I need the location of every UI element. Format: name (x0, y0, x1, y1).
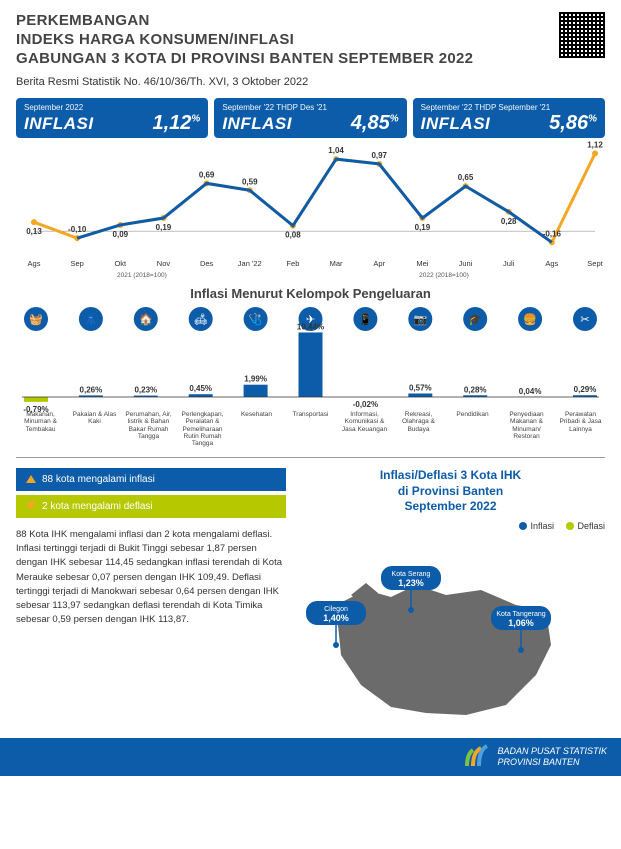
tag-deflasi: 2 kota mengalami deflasi (16, 495, 286, 518)
svg-text:1,40%: 1,40% (323, 613, 349, 623)
svg-text:Kota Serang: Kota Serang (392, 571, 431, 578)
svg-text:🍔: 🍔 (523, 313, 537, 326)
svg-text:Okt: Okt (114, 259, 127, 268)
svg-text:1,04: 1,04 (328, 146, 344, 155)
footer-brand: BADAN PUSAT STATISTIK PROVINSI BANTEN (497, 746, 607, 768)
category-label: Perumahan, Air, listrik & Bahan Bakar Ru… (124, 411, 173, 447)
category-section-title: Inflasi Menurut Kelompok Pengeluaran (16, 286, 605, 301)
svg-text:Mei: Mei (416, 259, 428, 268)
svg-text:0,19: 0,19 (156, 223, 172, 232)
map-column: Inflasi/Deflasi 3 Kota IHK di Provinsi B… (296, 468, 605, 730)
svg-text:0,69: 0,69 (199, 171, 215, 180)
inflation-line-chart: 0,13 -0,10 0,09 0,19 0,69 0,59 0,08 1,04 0,97 0,1… (16, 140, 605, 280)
svg-text:1,99%: 1,99% (244, 375, 267, 384)
category-label: Kesehatan (232, 411, 281, 447)
metric-card: September '22 THDP September '21INFLASI5… (413, 98, 605, 138)
svg-text:0,28%: 0,28% (464, 386, 487, 395)
svg-text:Juli: Juli (503, 259, 515, 268)
svg-text:0,28: 0,28 (501, 217, 517, 226)
svg-text:Sept: Sept (587, 259, 603, 268)
title-block: PERKEMBANGAN INDEKS HARGA KONSUMEN/INFLA… (16, 12, 473, 68)
svg-text:10,44%: 10,44% (297, 323, 324, 332)
title-line-2: INDEKS HARGA KONSUMEN/INFLASI (16, 31, 473, 50)
summary-column: 88 kota mengalami inflasi 2 kota mengala… (16, 468, 286, 730)
svg-text:🩺: 🩺 (249, 313, 263, 326)
svg-text:Feb: Feb (286, 259, 299, 268)
svg-text:Nov: Nov (157, 259, 171, 268)
category-labels: Makanan, Minuman & TembakauPakaian & Ala… (16, 411, 605, 447)
category-label: Rekreasi, Olahraga & Budaya (394, 411, 443, 447)
qr-code (559, 12, 605, 58)
svg-text:Ags: Ags (28, 259, 41, 268)
svg-text:0,19: 0,19 (415, 223, 431, 232)
svg-text:1,23%: 1,23% (398, 578, 424, 588)
svg-text:0,29%: 0,29% (574, 385, 597, 394)
svg-text:Ags: Ags (545, 259, 558, 268)
svg-text:Des: Des (200, 259, 214, 268)
dot-inflasi-icon (519, 522, 527, 530)
category-label: Makanan, Minuman & Tembakau (16, 411, 65, 447)
triangle-down-icon (26, 502, 36, 510)
category-label: Pakaian & Alas Kaki (70, 411, 119, 447)
dot-deflasi-icon (566, 522, 574, 530)
svg-text:👗: 👗 (84, 313, 98, 326)
title-line-3: GABUNGAN 3 KOTA DI PROVINSI BANTEN SEPTE… (16, 50, 473, 69)
svg-text:1,06%: 1,06% (508, 618, 534, 628)
svg-text:Kota Tangerang: Kota Tangerang (496, 611, 545, 618)
svg-text:0,09: 0,09 (113, 230, 129, 239)
category-bar-chart: 🧺-0,79%👗0,26%🏠0,23%🛋0,45%🩺1,99%✈10,44%📱-… (16, 305, 605, 415)
svg-text:✂: ✂ (580, 314, 589, 326)
svg-text:2022 (2018=100): 2022 (2018=100) (419, 272, 469, 279)
svg-text:0,97: 0,97 (371, 151, 387, 160)
summary-text: 88 Kota IHK mengalami inflasi dan 2 kota… (16, 528, 286, 628)
svg-text:Cilegon: Cilegon (324, 606, 348, 613)
svg-text:-0,02%: -0,02% (353, 400, 378, 409)
svg-text:1,12: 1,12 (587, 141, 603, 150)
svg-text:🧺: 🧺 (29, 314, 43, 326)
svg-text:Juni: Juni (459, 259, 473, 268)
svg-text:0,57%: 0,57% (409, 384, 432, 393)
svg-text:0,65: 0,65 (458, 173, 474, 182)
svg-text:📷: 📷 (413, 314, 427, 326)
svg-text:🛋: 🛋 (194, 313, 208, 326)
svg-text:0,59: 0,59 (242, 178, 258, 187)
svg-text:0,13: 0,13 (26, 227, 42, 236)
category-label: Informasi, Komunikasi & Jasa Keuangan (340, 411, 389, 447)
header: PERKEMBANGAN INDEKS HARGA KONSUMEN/INFLA… (16, 12, 605, 68)
svg-text:0,04%: 0,04% (519, 387, 542, 396)
category-label: Penyediaan Makanan & Minuman/ Restoran (502, 411, 551, 447)
category-label: Transportasi (286, 411, 335, 447)
svg-text:🏠: 🏠 (139, 313, 153, 326)
svg-text:Mar: Mar (330, 259, 343, 268)
category-label: Perawatan Pribadi & Jasa Lainnya (556, 411, 605, 447)
title-line-1: PERKEMBANGAN (16, 12, 473, 31)
tag-inflasi: 88 kota mengalami inflasi (16, 468, 286, 491)
footer: BADAN PUSAT STATISTIK PROVINSI BANTEN (0, 738, 621, 776)
bps-logo-icon (463, 744, 489, 770)
map-title: Inflasi/Deflasi 3 Kota IHK di Provinsi B… (296, 468, 605, 515)
svg-text:-0,10: -0,10 (68, 225, 87, 234)
banten-map: Cilegon 1,40% Kota Serang 1,23% Kota Tan… (296, 535, 586, 725)
svg-text:🎓: 🎓 (468, 314, 482, 326)
triangle-up-icon (26, 475, 36, 483)
svg-text:0,45%: 0,45% (189, 384, 212, 393)
doc-subtitle: Berita Resmi Statistik No. 46/10/36/Th. … (16, 76, 605, 88)
svg-text:0,08: 0,08 (285, 231, 301, 240)
svg-text:Jan '22: Jan '22 (238, 259, 262, 268)
svg-text:📱: 📱 (359, 313, 373, 326)
svg-text:Apr: Apr (373, 259, 385, 268)
metric-card: September '22 THDP Des '21INFLASI4,85% (214, 98, 406, 138)
category-label: Perlengkapan, Peralatan & Pemeliharaan R… (178, 411, 227, 447)
svg-text:0,23%: 0,23% (134, 386, 157, 395)
map-legend: Inflasi Deflasi (296, 521, 605, 531)
category-label: Pendidikan (448, 411, 497, 447)
svg-text:Sep: Sep (70, 259, 83, 268)
metric-cards: September 2022INFLASI1,12%September '22 … (16, 98, 605, 138)
section-divider (16, 457, 605, 458)
svg-text:2021 (2018=100): 2021 (2018=100) (117, 272, 167, 279)
svg-text:0,26%: 0,26% (80, 386, 103, 395)
metric-card: September 2022INFLASI1,12% (16, 98, 208, 138)
